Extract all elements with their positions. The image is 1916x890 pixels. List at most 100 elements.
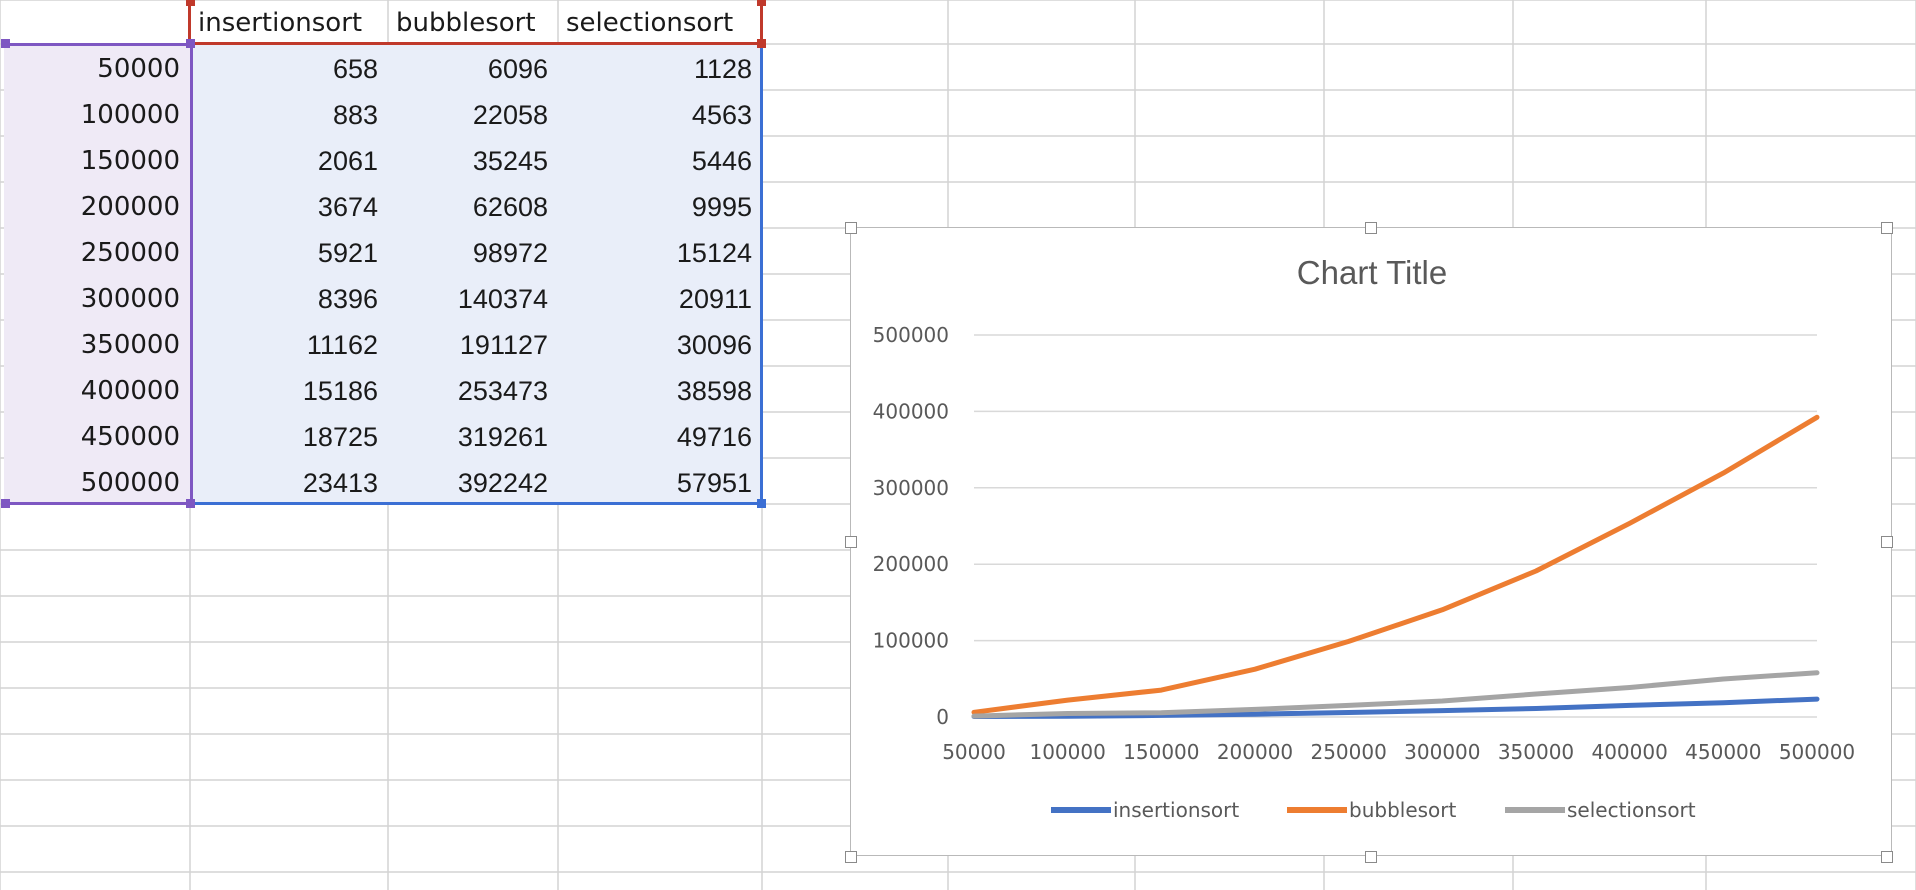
row-label-cell[interactable]: 450000 [80, 422, 180, 452]
x-tick-label: 50000 [942, 740, 1006, 764]
legend-label[interactable]: selectionsort [1567, 798, 1696, 822]
resize-handle[interactable] [186, 39, 195, 48]
data-cell[interactable]: 22058 [472, 100, 548, 130]
row-label-cell[interactable]: 500000 [80, 468, 180, 498]
data-cell[interactable]: 57951 [676, 468, 752, 498]
chart-resize-handle[interactable] [845, 851, 857, 863]
chart-resize-handle[interactable] [1881, 851, 1893, 863]
data-point-insertionsort [1347, 711, 1350, 714]
data-point-bubblesort [1628, 522, 1631, 525]
row-label-cell[interactable]: 250000 [80, 238, 180, 268]
x-tick-label: 300000 [1404, 740, 1480, 764]
legend-label[interactable]: insertionsort [1113, 798, 1239, 822]
row-label-cell[interactable]: 300000 [80, 284, 180, 314]
data-cell[interactable]: 38598 [676, 376, 752, 406]
column-header-insertionsort[interactable]: insertionsort [198, 8, 363, 38]
chart-object[interactable]: Chart Title 0 100000 200000 300000 400000 5000… [845, 222, 1893, 863]
data-cell[interactable]: 5446 [691, 146, 752, 176]
data-cell[interactable]: 20911 [678, 284, 752, 314]
chart-resize-handle[interactable] [1881, 222, 1893, 234]
resize-handle[interactable] [757, 0, 766, 6]
data-point-insertionsort [1628, 704, 1631, 707]
legend-label[interactable]: bubblesort [1349, 798, 1457, 822]
series-line-insertionsort[interactable] [971, 696, 1820, 719]
data-point-insertionsort [1535, 707, 1537, 710]
data-cell[interactable]: 15124 [676, 238, 752, 268]
y-tick-label: 0 [936, 705, 949, 729]
data-point-bubblesort [1066, 699, 1069, 702]
chart-resize-handle[interactable] [1881, 536, 1893, 548]
data-cell[interactable]: 15186 [302, 376, 378, 406]
chart-title[interactable]: Chart Title [1297, 254, 1447, 291]
data-cell[interactable]: 883 [332, 100, 378, 130]
chart-resize-handle[interactable] [845, 222, 857, 234]
x-tick-label: 150000 [1123, 740, 1199, 764]
resize-handle[interactable] [186, 499, 195, 508]
x-tick-label: 250000 [1310, 740, 1386, 764]
chart-resize-handle[interactable] [1365, 851, 1377, 863]
row-label-cell[interactable]: 400000 [80, 376, 180, 406]
data-cell[interactable]: 2061 [317, 146, 378, 176]
header-selection-left [188, 0, 191, 44]
resize-handle[interactable] [1, 39, 10, 48]
column-header-bubblesort[interactable]: bubblesort [396, 8, 536, 38]
data-point-selectionsort [1441, 700, 1444, 703]
resize-handle[interactable] [757, 499, 766, 508]
data-cell[interactable]: 98972 [472, 238, 548, 268]
data-cell[interactable]: 140374 [457, 284, 548, 314]
data-cell[interactable]: 253473 [457, 376, 548, 406]
data-point-insertionsort [1254, 713, 1256, 716]
column-header-selectionsort[interactable]: selectionsort [566, 8, 734, 38]
data-cell[interactable]: 191127 [459, 330, 548, 360]
y-tick-label: 400000 [873, 399, 949, 423]
resize-handle[interactable] [186, 0, 195, 6]
data-cell[interactable]: 11162 [306, 330, 378, 360]
row-label-cell[interactable]: 200000 [80, 192, 180, 222]
chart-resize-handle[interactable] [1365, 222, 1377, 234]
row-label-cell[interactable]: 100000 [80, 100, 180, 130]
y-tick-label: 300000 [873, 476, 949, 500]
data-selection-right [760, 44, 763, 504]
data-point-bubblesort [1816, 416, 1818, 419]
row-label-cell[interactable]: 50000 [97, 54, 180, 84]
data-cell[interactable]: 8396 [317, 284, 378, 314]
x-tick-label: 500000 [1779, 740, 1855, 764]
resize-handle[interactable] [757, 39, 766, 48]
data-cell[interactable]: 30096 [676, 330, 752, 360]
data-cell[interactable]: 9995 [691, 192, 752, 222]
data-point-insertionsort [1441, 709, 1444, 712]
data-cell[interactable]: 658 [332, 54, 378, 84]
row-label-selection-fill [4, 44, 190, 504]
resize-handle[interactable] [1, 499, 10, 508]
row-label-cell[interactable]: 150000 [80, 146, 180, 176]
data-cell[interactable]: 6096 [487, 54, 548, 84]
data-cell[interactable]: 392242 [457, 468, 548, 498]
data-point-insertionsort [1816, 698, 1818, 701]
data-point-bubblesort [1722, 472, 1725, 475]
header-selection-right [760, 0, 763, 44]
data-cell[interactable]: 4563 [691, 100, 752, 130]
data-cell[interactable]: 35245 [472, 146, 548, 176]
series-line-selectionsort[interactable] [971, 670, 1820, 719]
data-point-bubblesort [973, 711, 975, 714]
series-line-bubblesort[interactable] [971, 414, 1820, 715]
data-cell[interactable]: 49716 [676, 422, 752, 452]
data-cell[interactable]: 319261 [457, 422, 548, 452]
line-chart: Chart Title 0 100000 200000 300000 400000 5000… [873, 254, 1856, 822]
data-point-insertionsort [1722, 701, 1725, 704]
data-cell[interactable]: 23413 [302, 468, 378, 498]
data-cell[interactable]: 18725 [302, 422, 378, 452]
x-tick-label: 450000 [1685, 740, 1761, 764]
x-tick-label: 350000 [1498, 740, 1574, 764]
row-selection-right [190, 43, 193, 505]
data-cell[interactable]: 5921 [317, 238, 378, 268]
data-range-selection-fill [192, 44, 762, 504]
data-cell[interactable]: 62608 [472, 192, 548, 222]
data-cell[interactable]: 3674 [317, 192, 378, 222]
data-point-selectionsort [1254, 708, 1256, 711]
data-point-bubblesort [1347, 640, 1350, 643]
row-label-cell[interactable]: 350000 [80, 330, 180, 360]
data-cell[interactable]: 1128 [693, 54, 752, 84]
data-point-selectionsort [1066, 712, 1069, 715]
chart-resize-handle[interactable] [845, 536, 857, 548]
